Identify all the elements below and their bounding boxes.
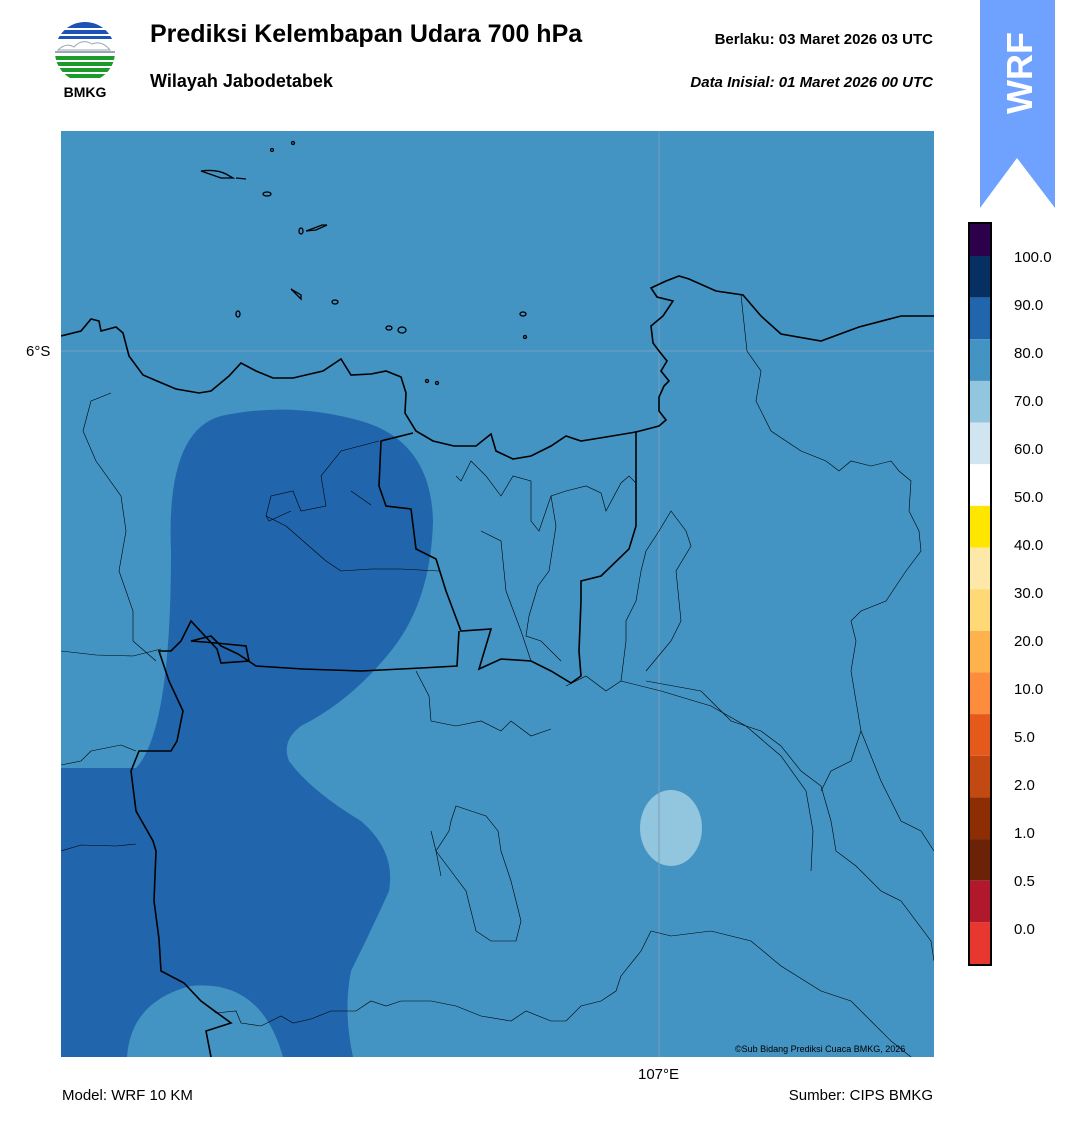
colorbar-tick-label: 40.0 [1014,537,1044,554]
islands [200,140,528,386]
logo-text: BMKG [64,84,107,100]
colorbar-tick-label: 50.0 [1014,489,1044,506]
colorbar-segment [970,839,990,881]
wrf-arrow-icon: WRF [980,0,1055,208]
colorbar-segment [970,464,990,506]
longitude-label: 107°E [638,1066,680,1083]
source-label: Sumber: CIPS BMKG [788,1087,933,1104]
colorbar-segment [970,880,990,923]
wrf-badge-text: WRF [999,32,1040,114]
region-subtitle: Wilayah Jabodetabek [150,71,333,91]
colorbar-segment [970,672,990,715]
colorbar [968,222,992,966]
colorbar-tick-label: 60.0 [1014,441,1044,458]
bmkg-logo-icon: BMKG [55,22,115,100]
colorbar-segment [970,797,990,840]
regency-borders [60,294,935,1058]
colorbar-tick-label: 30.0 [1014,585,1044,602]
colorbar-segment [970,505,990,548]
colorbar-tick-label: 10.0 [1014,681,1044,698]
colorbar-tick-label: 20.0 [1014,633,1044,650]
colorbar-segment [970,630,990,673]
colorbar-tick-label: 0.0 [1014,921,1035,938]
colorbar-segment [970,380,990,423]
colorbar-segment [970,224,990,256]
colorbar-segment [970,297,990,340]
colorbar-segment [970,547,990,590]
copyright-note: ©Sub Bidang Prediksi Cuaca BMKG, 2026 [735,1044,906,1054]
valid-time: Berlaku: 03 Maret 2026 03 UTC [714,31,933,48]
colorbar-tick-label: 80.0 [1014,345,1044,362]
colorbar-tick-label: 1.0 [1014,825,1035,842]
colorbar-tick-label: 0.5 [1014,873,1035,890]
humidity-patch-70-80 [127,985,283,1057]
colorbar-segment [970,755,990,798]
coastline [60,275,934,460]
colorbar-tick-label: 100.0 [1014,249,1052,266]
model-label: Model: WRF 10 KM [62,1087,193,1104]
page-title: Prediksi Kelembapan Udara 700 hPa [150,20,583,48]
humidity-patch-60-70 [640,790,702,866]
colorbar-segment [970,589,990,631]
colorbar-tick-label: 90.0 [1014,297,1044,314]
colorbar-segment [970,422,990,465]
province-borders [130,431,637,1058]
colorbar-tick-label: 5.0 [1014,729,1035,746]
colorbar-tick-label: 70.0 [1014,393,1044,410]
wrf-badge: WRF [980,0,1055,210]
colorbar-segment [970,922,990,964]
colorbar-tick-label: 2.0 [1014,777,1035,794]
bmkg-logo: BMKG [52,20,118,100]
colorbar-segment [970,714,990,756]
colorbar-segment [970,256,990,298]
colorbar-segment [970,339,990,381]
latitude-label: 6°S [26,343,51,360]
humidity-map [60,131,935,1058]
initial-data-time: Data Inisial: 01 Maret 2026 00 UTC [690,74,933,91]
